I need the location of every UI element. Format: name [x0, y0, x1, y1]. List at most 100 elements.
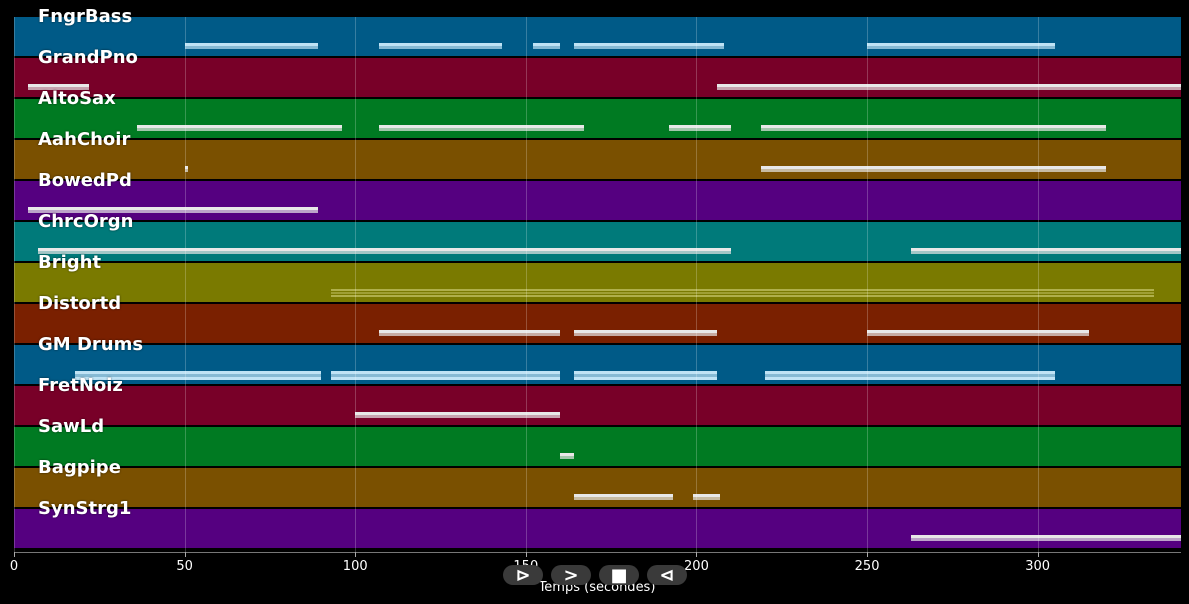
- track-name-label: Bagpipe: [38, 457, 121, 478]
- track-lane: [14, 222, 1181, 262]
- track-lane: [14, 140, 1181, 180]
- tick-mark: [184, 552, 186, 557]
- note-segment: [379, 46, 502, 49]
- track-name-label: BowedPd: [38, 170, 132, 191]
- note-segment: [136, 128, 342, 131]
- track-lane: [14, 304, 1181, 344]
- note-segment: [379, 128, 584, 131]
- note-segment: [379, 125, 584, 128]
- play-button[interactable]: ⊳: [503, 564, 543, 586]
- note-segment: [764, 371, 1055, 374]
- track-name-label: FngrBass: [38, 6, 133, 27]
- note-segment: [911, 535, 1181, 538]
- note-segment: [379, 330, 560, 333]
- note-segment: [379, 333, 560, 336]
- note-segment: [716, 87, 1181, 90]
- note-segment: [331, 371, 560, 374]
- note-segment: [867, 330, 1089, 333]
- tick-label: 100: [342, 559, 368, 574]
- note-segment: [764, 377, 1055, 380]
- track-name-label: Distortd: [38, 293, 122, 314]
- note-segment: [573, 46, 724, 49]
- track-lane: [14, 58, 1181, 98]
- stop-button[interactable]: ■: [599, 564, 639, 586]
- track-name-label: AltoSax: [38, 88, 116, 109]
- note-segment: [355, 412, 560, 415]
- note-segment: [573, 43, 724, 46]
- track-lane: [14, 99, 1181, 139]
- track-name-label: GM Drums: [38, 334, 144, 355]
- note-segment: [331, 292, 1154, 294]
- tick-label: 50: [176, 559, 193, 574]
- note-segment: [184, 166, 189, 169]
- note-segment: [573, 371, 717, 374]
- track-name-label: AahChoir: [38, 129, 131, 150]
- note-segment: [867, 333, 1089, 336]
- track-name-label: FretNoiz: [38, 375, 123, 396]
- tick-mark: [355, 552, 357, 557]
- grid-line: [696, 17, 698, 552]
- back-button[interactable]: ⊲: [647, 565, 687, 586]
- note-segment: [867, 46, 1055, 49]
- note-segment: [331, 289, 1154, 291]
- note-segment: [669, 128, 731, 131]
- track-lane: [14, 386, 1181, 426]
- note-segment: [136, 125, 342, 128]
- note-segment: [867, 43, 1055, 46]
- note-segment: [693, 494, 721, 497]
- track-lane: [14, 263, 1181, 303]
- note-segment: [27, 210, 318, 213]
- play-icon: ⊳: [515, 564, 531, 586]
- tick-label: 0: [9, 559, 19, 574]
- grid-line: [14, 17, 15, 552]
- note-segment: [559, 453, 574, 456]
- note-segment: [331, 374, 560, 377]
- tick-mark: [867, 552, 869, 557]
- track-lane: [14, 509, 1181, 549]
- note-segment: [761, 169, 1106, 172]
- note-segment: [764, 374, 1055, 377]
- x-axis-line: [14, 552, 1181, 553]
- note-segment: [331, 295, 1154, 297]
- forward-button[interactable]: >: [551, 564, 591, 586]
- note-segment: [37, 248, 731, 251]
- note-segment: [75, 377, 322, 380]
- note-segment: [911, 251, 1181, 254]
- note-segment: [37, 251, 731, 254]
- note-segment: [75, 374, 322, 377]
- forward-icon: >: [563, 564, 579, 586]
- grid-line: [1037, 17, 1039, 552]
- note-segment: [184, 169, 189, 172]
- track-lane: [14, 427, 1181, 467]
- track-name-label: ChrcOrgn: [38, 211, 134, 232]
- x-axis-label: Temps (secondes): [538, 580, 656, 595]
- tick-mark: [696, 552, 698, 557]
- note-segment: [573, 333, 717, 336]
- note-segment: [27, 87, 90, 90]
- note-segment: [355, 415, 560, 418]
- note-segment: [379, 43, 502, 46]
- note-segment: [27, 84, 90, 87]
- note-segment: [573, 497, 673, 500]
- note-segment: [532, 46, 560, 49]
- tick-mark: [14, 552, 15, 557]
- stop-icon: ■: [610, 564, 628, 586]
- note-segment: [669, 125, 731, 128]
- note-segment: [75, 371, 322, 374]
- note-segment: [761, 125, 1106, 128]
- grid-line: [355, 17, 357, 552]
- track-lane: [14, 17, 1181, 57]
- track-name-label: SawLd: [38, 416, 105, 437]
- note-segment: [27, 207, 318, 210]
- grid-line: [867, 17, 869, 552]
- tick-label: 200: [684, 559, 709, 574]
- note-segment: [761, 166, 1106, 169]
- note-segment: [573, 377, 717, 380]
- track-name-label: SynStrg1: [38, 498, 132, 519]
- note-segment: [184, 46, 318, 49]
- tick-mark: [1037, 552, 1039, 557]
- note-segment: [573, 374, 717, 377]
- track-name-label: GrandPno: [38, 47, 138, 68]
- note-segment: [184, 43, 318, 46]
